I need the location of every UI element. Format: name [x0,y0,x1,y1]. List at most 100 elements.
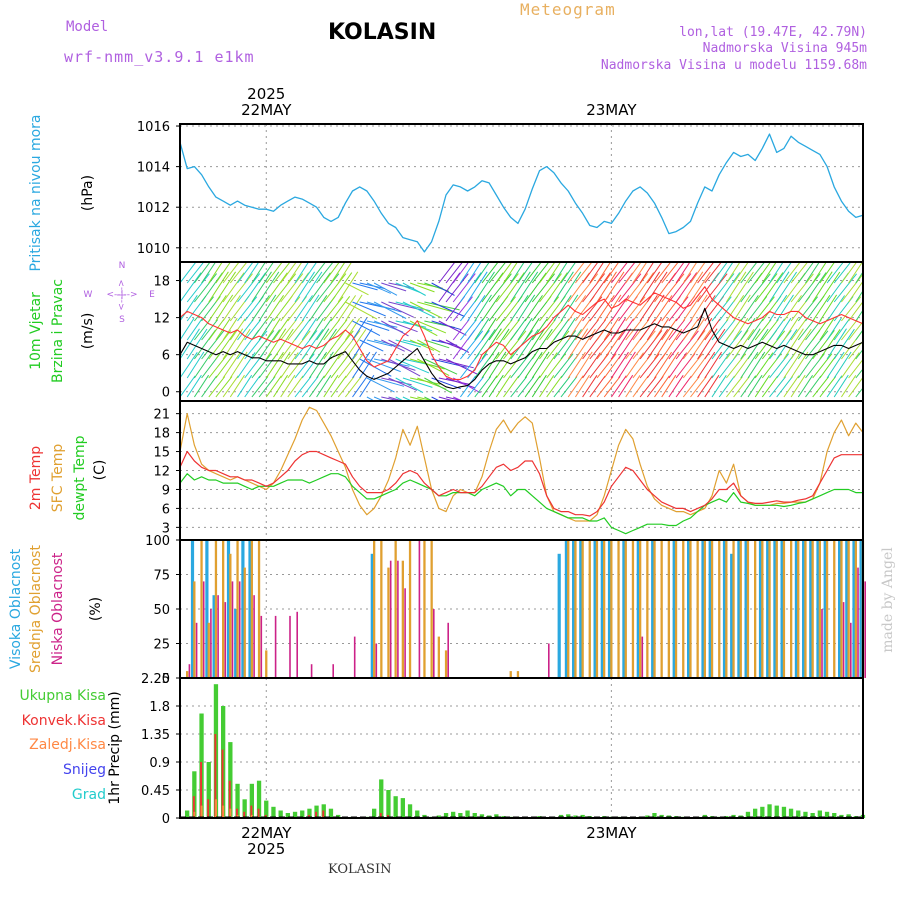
wind-arrow [690,329,712,360]
wind-arrow [603,271,625,303]
wind-arrow [718,330,742,360]
wind-arrow [740,375,757,398]
precip-total-bar [235,783,240,818]
wind-arrow [546,262,562,284]
cloud-low-bar [375,643,378,678]
wind-arrow [675,262,691,284]
cloud-low-bar [289,615,291,678]
cloud-mid-bar [653,540,656,678]
wind-arrow [517,262,534,284]
model-elevation: Nadmorska Visina u modelu 1159.68m [600,58,867,73]
cloud-mid-bar [797,540,800,678]
wind-arrow [474,318,490,341]
wind-arrow [488,262,506,284]
wind-arrow [603,329,626,360]
wind-arrow [251,376,269,398]
wind-arrow [438,272,461,303]
wind-arrow [474,294,492,322]
wind-arrow [395,282,421,293]
precip-total-bar [645,815,650,818]
wind-arrow [330,262,346,284]
wind-arrow [848,280,863,303]
wind-arrow [323,273,347,303]
wind-arrow [797,296,818,322]
wind-arrow [373,282,398,296]
wind-arrow [711,273,735,303]
wind-arrow [790,318,807,341]
wind-arrow [424,339,450,349]
cloud-mid-bar [674,540,678,678]
wind-arrow [388,320,418,333]
y-tick-label: 0 [162,386,170,401]
wind-arrow [553,353,574,379]
precip-total-bar [573,815,578,818]
cloud-mid-bar [768,540,771,678]
cloud-high-bar [672,540,676,678]
wind-arrow [819,262,836,284]
station-elevation: Nadmorska Visina 945m [702,41,867,56]
wind-arrow [495,319,513,341]
precip-total-bar [400,798,405,818]
wind-arrow [460,319,477,341]
wind-arrow [273,273,297,303]
wind-arrow [733,271,754,303]
cloud-mid-bar [624,540,627,678]
cloud-mid-bar [610,540,613,678]
cloud-low-label: Niska Oblacnost [50,552,66,665]
cloud-mid-bar [854,540,857,678]
cloud-mid-bar [186,671,189,678]
precip-conv-bar [264,814,267,818]
wind-arrow [546,319,564,341]
wind-arrow [848,376,863,398]
wind-arrow [654,375,670,398]
cloud-high-bar [557,553,561,678]
wind-arrow [366,396,376,401]
y-tick-label: 18 [153,275,170,290]
wind-arrow [661,374,677,398]
wind-arrow [244,319,262,341]
chart-labels: 1010 1012 1014 1016 Pritisak na nivou mora (h… [8,85,637,858]
wind-arrow [244,272,267,303]
cloud-mid-bar [718,540,721,678]
wind-arrow [417,320,447,334]
precip-total-bar [285,813,290,818]
wind-arrow [639,330,663,360]
precip-total-bar [192,771,197,818]
wind-arrow [632,262,648,284]
precip-total-bar [307,808,312,818]
y-tick-label: 6 [162,349,170,364]
y-tick-label: 21 [153,408,170,423]
wind-arrow [503,262,519,284]
wind-arrow [589,319,607,341]
wind-arrow [754,375,770,398]
wind-arrow [424,301,460,311]
cloud-high-bar [651,540,655,678]
wind-arrow [575,262,592,284]
wind-arrow [618,318,635,341]
cloud-low-bar [548,643,550,678]
compass-north: N [119,261,126,271]
cloud-low-bar [224,602,227,678]
wind-arrow [704,318,721,341]
compass-west: W [84,290,93,300]
wind-arrow [639,376,657,398]
cloud-mid-bar [380,540,383,678]
wind-arrow [409,282,435,293]
wind-arrow [208,271,229,303]
wind-arrow [517,329,539,360]
wind-arrow [733,294,751,322]
wind-arrow [280,374,296,398]
y-tick-label: 1014 [137,161,170,176]
wind-arrow [718,375,736,398]
wind-arrow [546,375,563,398]
precip-total-bar [558,814,564,818]
wind-arrow [445,262,463,284]
wind-arrow [603,262,620,284]
cloud-high-bar [600,540,604,678]
wind-arrow [682,330,706,360]
wind-arrow [826,328,847,360]
wind-arrow [352,320,381,337]
precip-total-bar [731,814,736,818]
wind-arrow [769,353,790,379]
